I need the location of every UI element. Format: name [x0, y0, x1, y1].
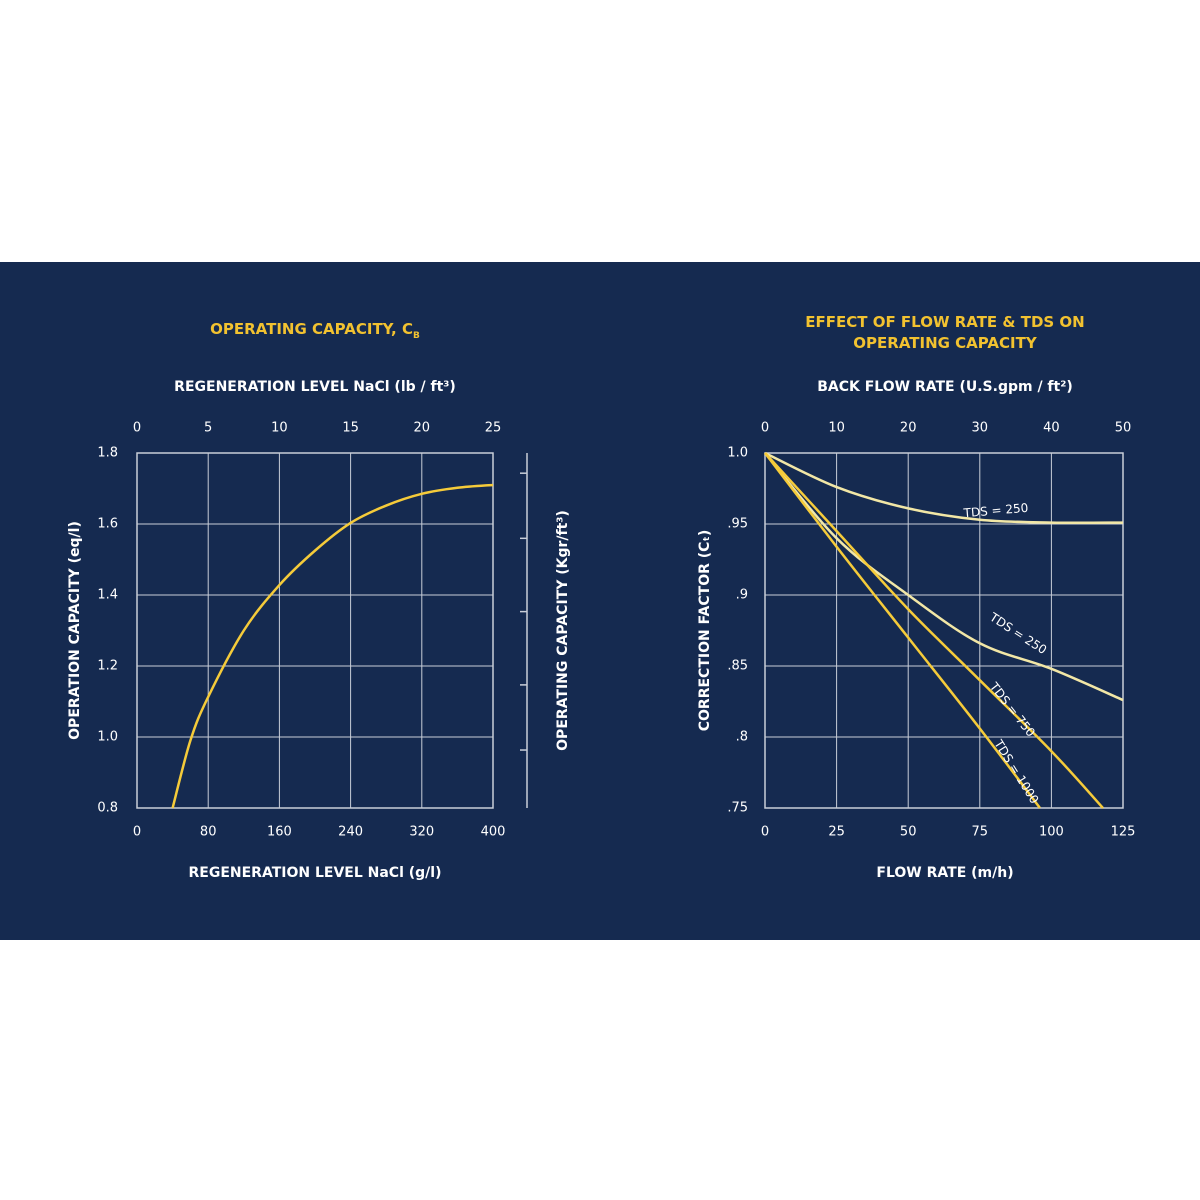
x-tick-label: 80: [200, 825, 217, 840]
x-axis-title: REGENERATION LEVEL NaCl (g/l): [189, 865, 442, 881]
background-band: [0, 262, 1200, 940]
plot-frame: [136, 452, 494, 809]
y-tick-label: .8: [736, 730, 748, 745]
curve-label: TDS = 750: [986, 679, 1038, 739]
y-tick-label: 1.8: [97, 446, 118, 461]
x2-tick-label: 10: [271, 421, 288, 436]
y-tick-label: 1.4: [97, 588, 118, 603]
x2-tick-label: 50: [1115, 421, 1132, 436]
x-axis-title: FLOW RATE (m/h): [876, 865, 1013, 881]
y2-axis-title: OPERATING CAPACITY (Kgr/ft³): [555, 510, 571, 751]
y-tick-label: .75: [727, 801, 748, 816]
chart-title: OPERATING CAPACITY, CB: [210, 320, 420, 341]
x2-tick-label: 15: [342, 421, 359, 436]
y-tick-label: .85: [727, 659, 748, 674]
data-line: [764, 451, 1124, 525]
x2-tick-label: 40: [1043, 421, 1060, 436]
data-line: [171, 483, 494, 809]
plot-frame: [764, 452, 1124, 809]
x2-tick-label: 30: [972, 421, 989, 436]
y-tick-label: .95: [727, 517, 748, 532]
x-tick-label: 100: [1039, 825, 1064, 840]
x2-axis-title: BACK FLOW RATE (U.S.gpm / ft²): [817, 379, 1073, 395]
y-tick-label: .9: [736, 588, 748, 603]
x-tick-label: 160: [267, 825, 292, 840]
curve-label: TDS = 1000: [991, 736, 1042, 806]
x2-axis-title: REGENERATION LEVEL NaCl (lb / ft³): [174, 379, 456, 395]
y-tick-label: 1.0: [727, 446, 748, 461]
x2-tick-label: 0: [761, 421, 769, 436]
x2-tick-label: 20: [414, 421, 431, 436]
curve-label: TDS = 250: [962, 501, 1029, 521]
data-line: [764, 452, 1104, 809]
data-line: [764, 452, 1124, 702]
x-tick-label: 0: [133, 825, 141, 840]
y-tick-label: 0.8: [97, 801, 118, 816]
y-axis-title: OPERATION CAPACITY (eq/l): [67, 521, 83, 740]
y-tick-label: 1.0: [97, 730, 118, 745]
x-tick-label: 125: [1111, 825, 1136, 840]
x2-tick-label: 20: [900, 421, 917, 436]
x-tick-label: 0: [761, 825, 769, 840]
data-line: [764, 452, 1041, 809]
chart-title: EFFECT OF FLOW RATE & TDS ON OPERATING C…: [805, 313, 1085, 352]
y-axis-title: CORRECTION FACTOR (Cₜ): [697, 530, 713, 732]
x-tick-label: 240: [338, 825, 363, 840]
x2-tick-label: 0: [133, 421, 141, 436]
x2-tick-label: 10: [828, 421, 845, 436]
x-tick-label: 75: [972, 825, 989, 840]
x-tick-label: 320: [409, 825, 434, 840]
x2-tick-label: 25: [485, 421, 502, 436]
x-tick-label: 400: [481, 825, 506, 840]
x2-tick-label: 5: [204, 421, 212, 436]
y-tick-label: 1.2: [97, 659, 118, 674]
x-tick-label: 25: [828, 825, 845, 840]
x-tick-label: 50: [900, 825, 917, 840]
y-tick-label: 1.6: [97, 517, 118, 532]
